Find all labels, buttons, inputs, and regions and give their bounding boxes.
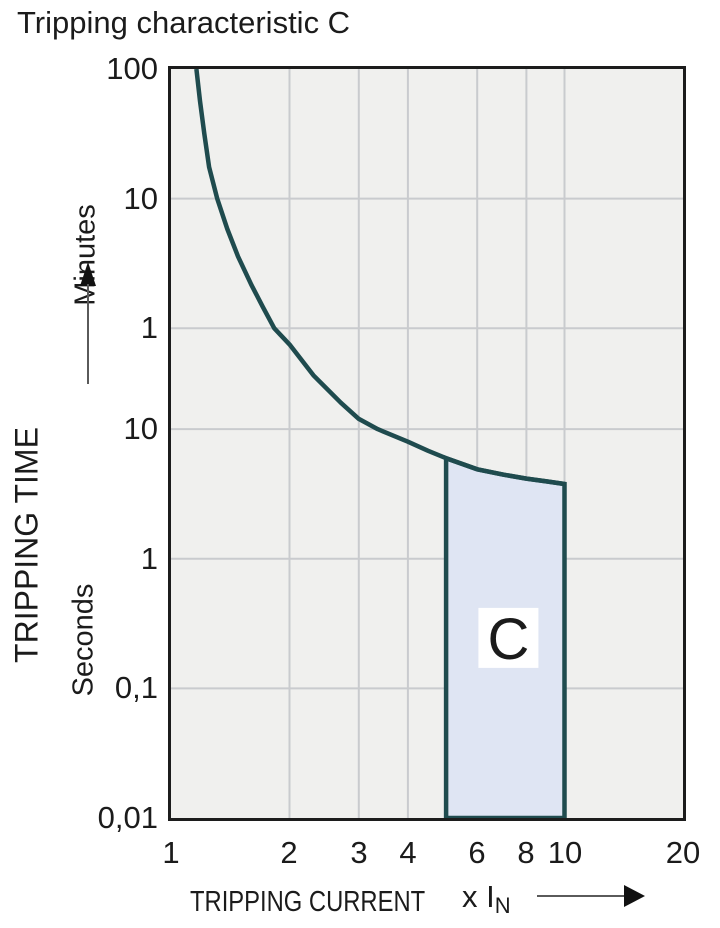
x-multiplier-subscript: N	[494, 893, 511, 918]
x-tick-label: 3	[350, 835, 368, 870]
x-tick-label: 20	[665, 835, 701, 870]
y-tick-label: 10	[123, 411, 158, 446]
y-axis-title: TRIPPING TIME	[8, 427, 45, 663]
x-tick-label: 1	[162, 835, 180, 870]
up-arrow-icon	[80, 262, 96, 286]
x-tick-label: 10	[547, 835, 583, 870]
chart-title: Tripping characteristic C	[17, 5, 351, 40]
right-arrow-icon	[624, 885, 645, 907]
y-tick-label: 0,1	[114, 670, 158, 705]
region-label-box	[478, 607, 539, 668]
right-arrow-line	[537, 895, 625, 897]
plot-area: C	[168, 66, 686, 821]
x-tick-label: 2	[280, 835, 298, 870]
y-tick-label: 10	[123, 181, 158, 216]
x-tick-label: 4	[399, 835, 417, 870]
x-axis-multiplier: x IN	[462, 879, 511, 918]
x-tick-label: 8	[517, 835, 535, 870]
up-arrow-line	[87, 284, 89, 384]
trip-curve	[194, 69, 565, 487]
y-unit-seconds-label: Seconds	[67, 583, 100, 697]
y-tick-label: 0,01	[97, 800, 158, 835]
y-tick-label: 1	[140, 310, 158, 345]
y-tick-label: 100	[106, 51, 158, 86]
y-unit-minutes-label: Minutes	[69, 204, 102, 306]
x-tick-label: 6	[468, 835, 486, 870]
y-tick-label: 1	[140, 541, 158, 576]
region-label: C	[487, 607, 529, 672]
x-multiplier-main: x I	[462, 879, 495, 914]
x-axis-title: TRIPPING CURRENT	[190, 886, 426, 918]
plot-canvas: C	[171, 69, 683, 818]
